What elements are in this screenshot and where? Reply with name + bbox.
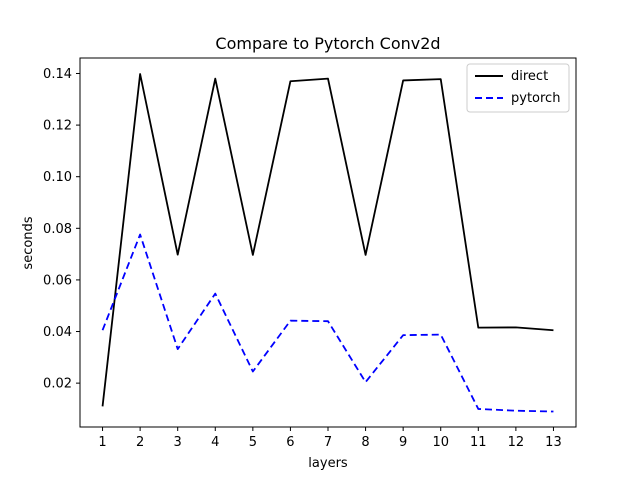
y-tick-label: 0.02	[43, 377, 72, 392]
x-tick-label: 4	[211, 435, 219, 450]
y-tick-label: 0.08	[43, 222, 72, 237]
chart-title: Compare to Pytorch Conv2d	[215, 34, 440, 53]
x-axis-title: layers	[308, 456, 348, 471]
x-axis: 1 2 3 4 5 6 7 8 9 10 11 12 13	[98, 427, 562, 450]
x-tick-label: 11	[470, 435, 487, 450]
x-tick-label: 3	[174, 435, 182, 450]
series-line-direct	[101, 73, 554, 407]
y-tick-label: 0.12	[43, 119, 72, 134]
plot-frame	[79, 57, 577, 428]
x-tick-label: 7	[324, 435, 332, 450]
x-tick-label: 13	[545, 435, 562, 450]
x-tick-label: 2	[136, 435, 144, 450]
x-tick-label: 12	[508, 435, 525, 450]
y-tick-label: 0.14	[43, 67, 72, 82]
x-tick-label: 1	[98, 435, 106, 450]
y-tick-label: 0.04	[43, 325, 72, 340]
x-tick-label: 10	[432, 435, 449, 450]
plot-area	[79, 57, 577, 428]
x-tick-label: 8	[361, 435, 369, 450]
y-tick-label: 0.10	[43, 170, 72, 185]
y-tick-label: 0.06	[43, 273, 72, 288]
x-tick-label: 6	[286, 435, 294, 450]
series-layer	[101, 73, 554, 413]
legend-label-direct: direct	[511, 69, 548, 84]
legend-label-pytorch: pytorch	[511, 91, 560, 106]
x-tick-label: 9	[399, 435, 407, 450]
legend: direct pytorch	[466, 63, 570, 113]
y-axis-title: seconds	[21, 216, 36, 269]
y-axis: 0.02 0.04 0.06 0.08 0.10 0.12 0.14	[43, 67, 80, 392]
x-tick-label: 5	[249, 435, 257, 450]
series-line-pytorch	[101, 233, 554, 413]
